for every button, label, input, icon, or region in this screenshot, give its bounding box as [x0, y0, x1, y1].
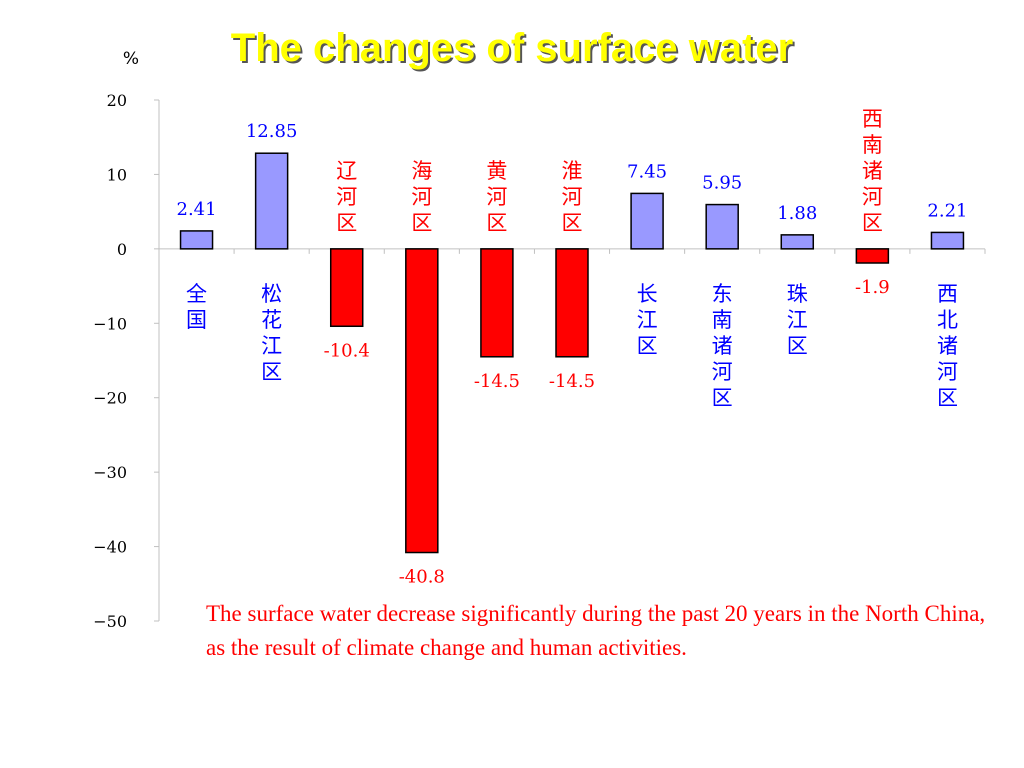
category-label: 珠江区	[787, 282, 808, 358]
chart-title: The changes of surface water	[230, 26, 794, 70]
value-label: 5.95	[702, 173, 742, 194]
value-label: -40.8	[399, 567, 445, 588]
bar	[405, 248, 439, 554]
category-label: 海河区	[411, 159, 432, 235]
y-tick-label: −30	[93, 463, 127, 482]
value-label: 12.85	[246, 121, 298, 142]
bar	[855, 248, 890, 264]
value-label: 2.21	[927, 200, 967, 221]
y-tick-label: 20	[107, 91, 127, 110]
bar	[630, 192, 664, 250]
y-tick-label: −10	[93, 314, 127, 333]
value-label: -14.5	[549, 371, 595, 392]
category-label: 辽河区	[336, 159, 357, 235]
y-tick-label: −20	[93, 389, 127, 408]
labels: 2.41 全国 12.85 松花江区 -10.4 辽河区 -40.8 海河区 -14.5 黄河区 -…	[177, 107, 968, 588]
axes: 20 10 0 −10 −20 −30 −40 −50%	[93, 49, 986, 631]
y-tick-label: −50	[93, 612, 127, 631]
value-label: -14.5	[474, 371, 520, 392]
bar	[254, 152, 289, 250]
category-label: 黄河区	[486, 159, 507, 235]
bar	[329, 248, 364, 328]
bar	[930, 231, 965, 250]
bars	[179, 152, 965, 554]
bar	[705, 203, 739, 250]
bar	[555, 248, 589, 358]
category-label: 长江区	[637, 282, 658, 358]
category-label: 全国	[186, 282, 207, 332]
y-axis-label: %	[123, 49, 139, 69]
category-label: 西南诸河区	[862, 107, 883, 235]
category-label: 松花江区	[261, 282, 282, 384]
y-tick-label: 0	[117, 240, 127, 259]
bar	[780, 234, 815, 250]
bar	[179, 230, 214, 250]
value-label: 2.41	[177, 199, 217, 220]
bar	[480, 248, 514, 358]
value-label: 7.45	[627, 161, 667, 182]
value-label: 1.88	[777, 203, 817, 224]
category-label: 东南诸河区	[712, 282, 733, 410]
value-label: -10.4	[324, 340, 370, 361]
y-tick-label: −40	[93, 538, 127, 557]
category-label: 淮河区	[562, 159, 583, 235]
summary-note: The surface water decrease significantly…	[206, 601, 986, 660]
y-tick-label: 10	[107, 165, 127, 184]
category-label: 西北诸河区	[937, 282, 958, 410]
value-label: -1.9	[855, 277, 890, 298]
